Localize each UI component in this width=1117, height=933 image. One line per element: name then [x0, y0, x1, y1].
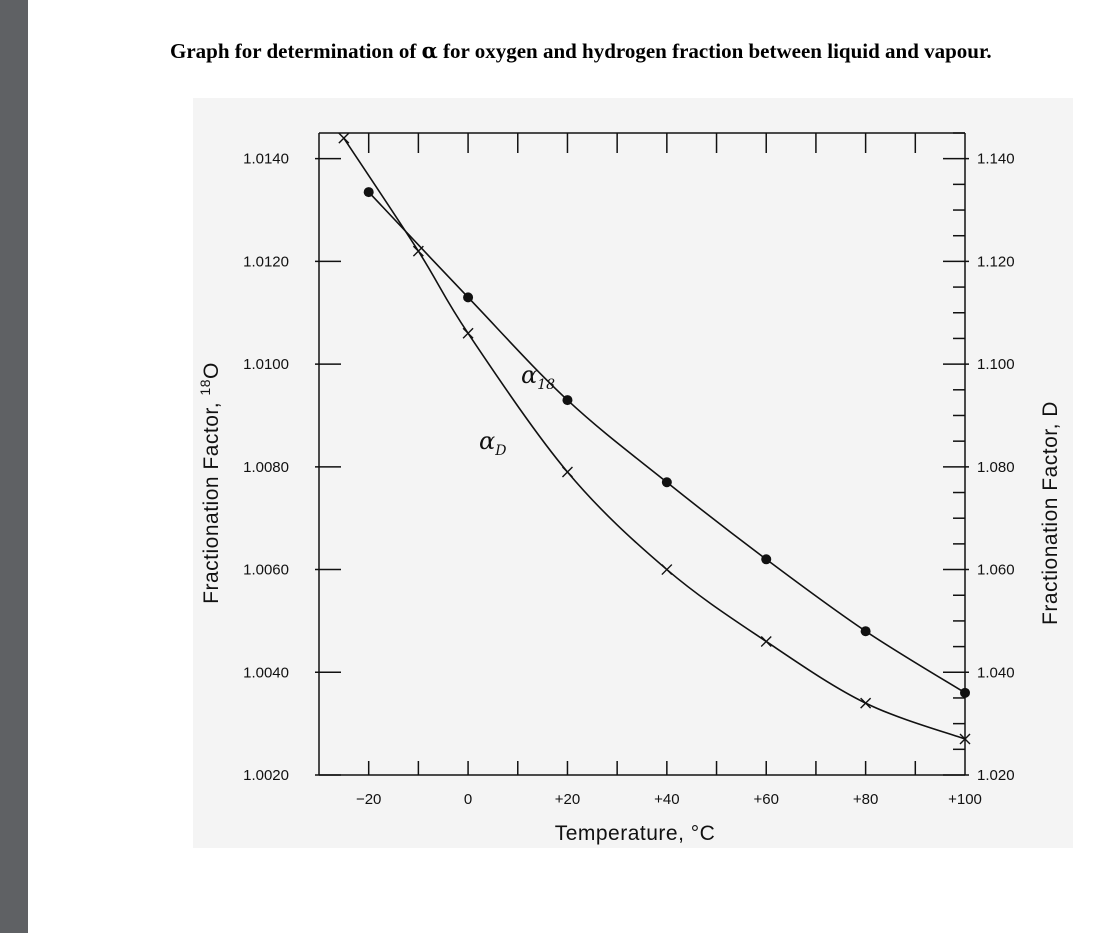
y-right-tick-label: 1.020 — [977, 767, 1015, 784]
x-tick-label: +60 — [754, 791, 779, 808]
alpha18-point — [463, 292, 474, 303]
y-right-tick-label: 1.080 — [977, 459, 1015, 476]
y-left-tick-label: 1.0060 — [243, 562, 289, 579]
x-axis-title: Temperature, °C — [555, 822, 716, 845]
axis-ticks — [315, 132, 969, 776]
x-tick-label: +40 — [654, 791, 679, 808]
series-line-alphaD — [343, 137, 966, 740]
alphaD-point-stroke — [860, 697, 872, 709]
alpha18-point — [562, 395, 573, 406]
page-heading: Graph for determination of α for oxygen … — [170, 36, 1050, 66]
heading-suffix: for oxygen and hydrogen fraction between… — [437, 39, 992, 63]
alphaD-point-stroke — [661, 564, 673, 576]
plot-frame — [318, 132, 966, 776]
alphaD-point — [338, 132, 350, 144]
x-tick-label: 0 — [464, 791, 472, 808]
y-left-tick-label: 1.0080 — [243, 459, 289, 476]
alphaD-point-stroke — [412, 245, 424, 257]
alpha18-point — [860, 626, 871, 637]
series-layer — [338, 132, 971, 745]
y-left-tick-label: 1.0120 — [243, 253, 289, 270]
y-right-tick-label: 1.040 — [977, 664, 1015, 681]
y-right-tick-label: 1.060 — [977, 562, 1015, 579]
alphaD-point — [412, 245, 424, 257]
x-tick-label: +80 — [853, 791, 878, 808]
heading-prefix: Graph for determination of — [170, 39, 422, 63]
y-axis-right-title: Fractionation Factor, D — [1039, 401, 1062, 625]
alpha18-point — [661, 477, 672, 488]
y-axis-left-title: Fractionation Factor, 18O — [197, 362, 223, 604]
chart-figure: −20 0 +20 +40 +60 +80 +100 1.0020 1.0040 1.0060 1.… — [193, 98, 1073, 848]
y-right-tick-label: 1.100 — [977, 356, 1015, 373]
alphaD-point — [462, 327, 474, 339]
alphaD-point — [561, 466, 573, 478]
alphaD-point — [661, 564, 673, 576]
alphaD-label-subscript: D — [494, 443, 506, 459]
alphaD-point-stroke — [338, 132, 350, 144]
alpha18-point — [960, 687, 970, 698]
alpha18-label-subscript: 18 — [537, 377, 555, 393]
alpha18-point — [363, 187, 374, 198]
x-tick-label: −20 — [356, 791, 381, 808]
fractionation-chart: −20 0 +20 +40 +60 +80 +100 1.0020 1.0040 1.0060 1.… — [197, 132, 1062, 845]
alphaD-point — [959, 733, 971, 745]
alphaD-point-stroke — [959, 733, 971, 745]
x-tick-label: +20 — [555, 791, 580, 808]
heading-alpha-symbol: α — [421, 38, 438, 63]
y-left-tick-label: 1.0100 — [243, 356, 289, 373]
viewer-left-sidebar — [0, 0, 28, 933]
y-left-title-symbol: O — [200, 362, 223, 379]
alpha18-curve-label: α18 — [521, 361, 555, 393]
alpha18-label-symbol: α — [521, 361, 537, 389]
alphaD-point — [860, 697, 872, 709]
alpha18-point — [761, 554, 772, 565]
y-left-tick-label: 1.0020 — [243, 767, 289, 784]
alphaD-point-stroke — [462, 327, 474, 339]
alphaD-point — [760, 635, 772, 647]
y-left-tick-label: 1.0040 — [243, 664, 289, 681]
alphaD-curve-label: αD — [479, 427, 506, 459]
tick-labels: −20 0 +20 +40 +60 +80 +100 1.0020 1.0040 1.0060 1.… — [243, 151, 1014, 808]
series-line-alpha18 — [368, 191, 966, 694]
y-right-tick-label: 1.140 — [977, 151, 1015, 168]
alphaD-point-stroke — [760, 635, 772, 647]
y-left-tick-label: 1.0140 — [243, 151, 289, 168]
y-left-title-superscript: 18 — [197, 379, 213, 396]
y-right-tick-label: 1.120 — [977, 253, 1015, 270]
alphaD-point-stroke — [561, 466, 573, 478]
x-tick-label: +100 — [948, 791, 982, 808]
y-left-title-text: Fractionation Factor, — [200, 396, 223, 604]
alphaD-label-symbol: α — [479, 427, 495, 455]
